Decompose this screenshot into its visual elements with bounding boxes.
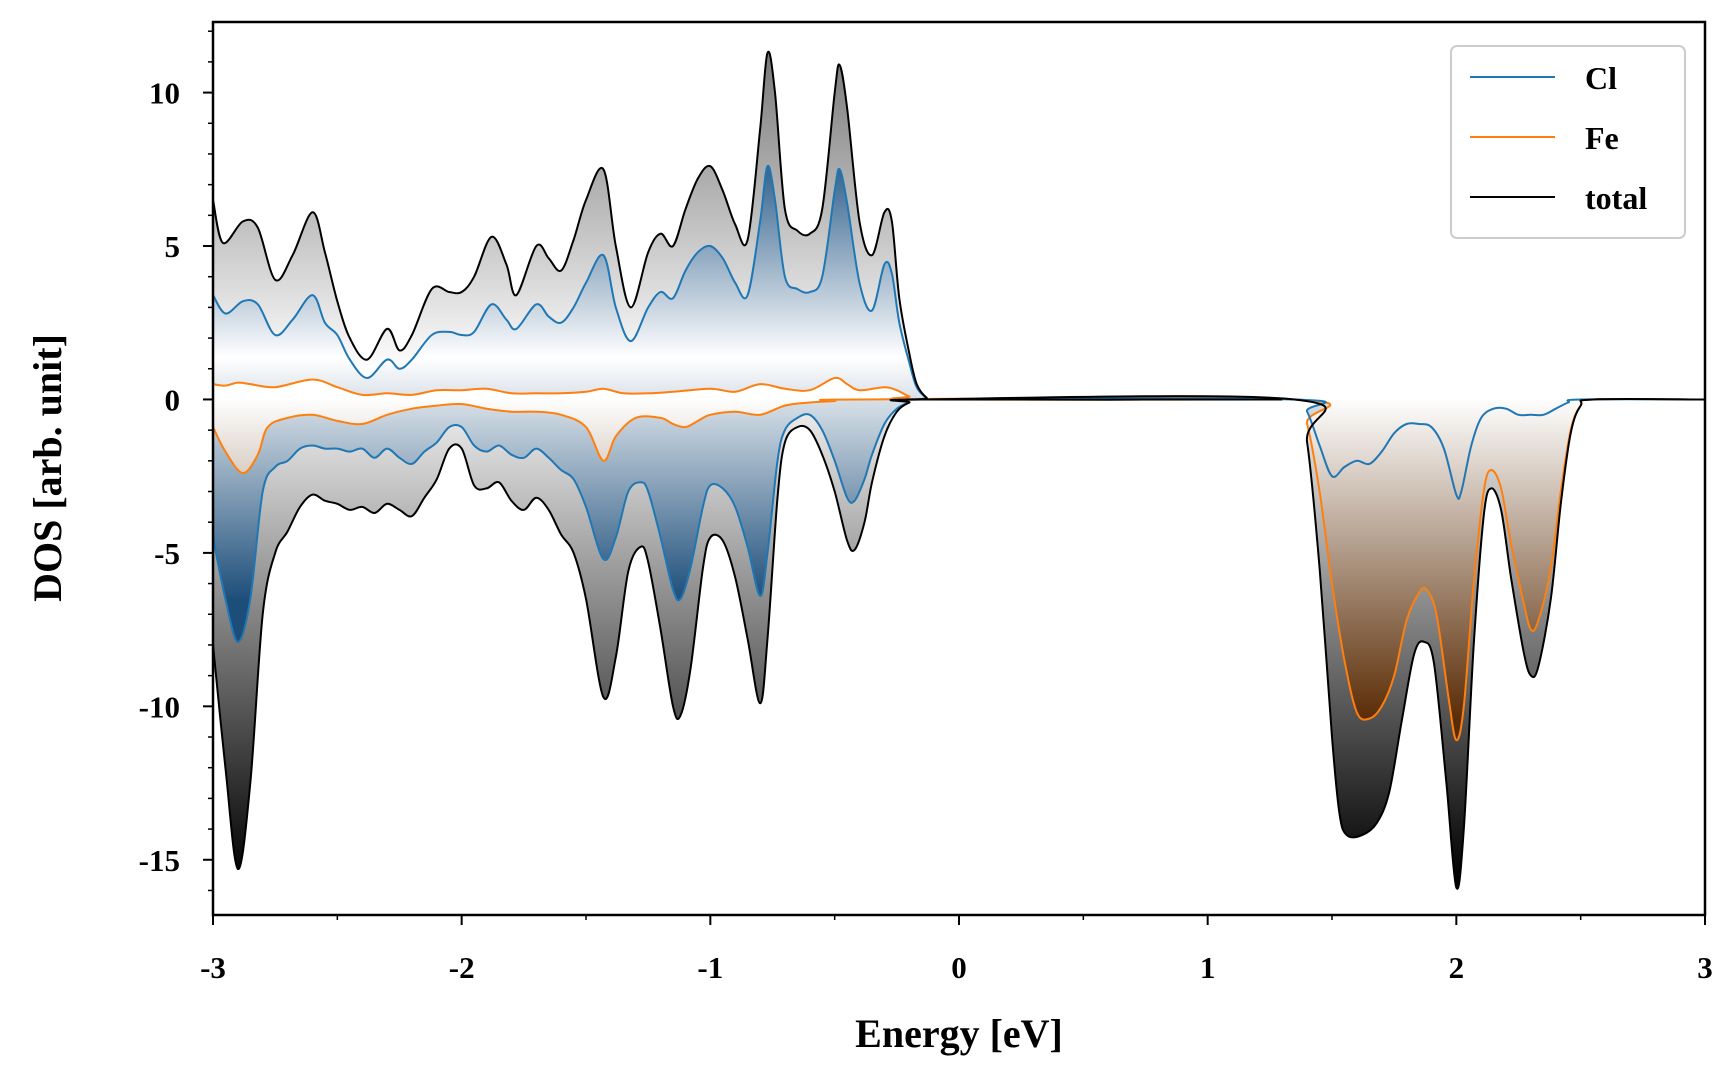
line-total-spin-up xyxy=(213,50,1283,401)
y-axis-title: DOS [arb. unit] xyxy=(25,334,70,602)
x-tick-label: -2 xyxy=(449,950,475,985)
x-axis-title: Energy [eV] xyxy=(855,1011,1063,1056)
legend-label-cl: Cl xyxy=(1585,60,1617,96)
line-cl-spin-down xyxy=(213,397,1705,643)
x-tick-label: 0 xyxy=(951,950,967,985)
x-tick-label: 1 xyxy=(1200,950,1216,985)
area-fe-spin-down xyxy=(213,397,1705,741)
area-total-spin-up xyxy=(213,51,1283,400)
x-axis-ticks: -3 -2 -1 0 1 2 3 xyxy=(200,915,1713,985)
x-tick-label: 3 xyxy=(1697,950,1713,985)
y-tick-label: 10 xyxy=(149,76,180,111)
line-total-spin-down xyxy=(213,395,1705,890)
line-cl-spin-up xyxy=(213,164,1283,401)
y-axis-ticks: 10 5 0 -5 -10 -15 xyxy=(139,30,213,892)
y-tick-label: -10 xyxy=(139,689,180,724)
legend: Cl Fe total xyxy=(1450,45,1686,239)
legend-label-total: total xyxy=(1585,180,1647,216)
legend-box xyxy=(1450,45,1686,239)
series-lines xyxy=(213,50,1705,890)
y-tick-label: 0 xyxy=(165,382,181,417)
x-tick-label: -3 xyxy=(200,950,226,985)
y-tick-label: -5 xyxy=(154,536,180,571)
y-tick-label: 5 xyxy=(165,229,181,264)
x-tick-label: 2 xyxy=(1449,950,1465,985)
line-fe-spin-up xyxy=(213,376,1283,401)
legend-label-fe: Fe xyxy=(1585,120,1619,156)
x-tick-label: -1 xyxy=(697,950,723,985)
y-tick-label: -15 xyxy=(139,843,180,878)
area-cl-spin-up xyxy=(213,165,1283,400)
